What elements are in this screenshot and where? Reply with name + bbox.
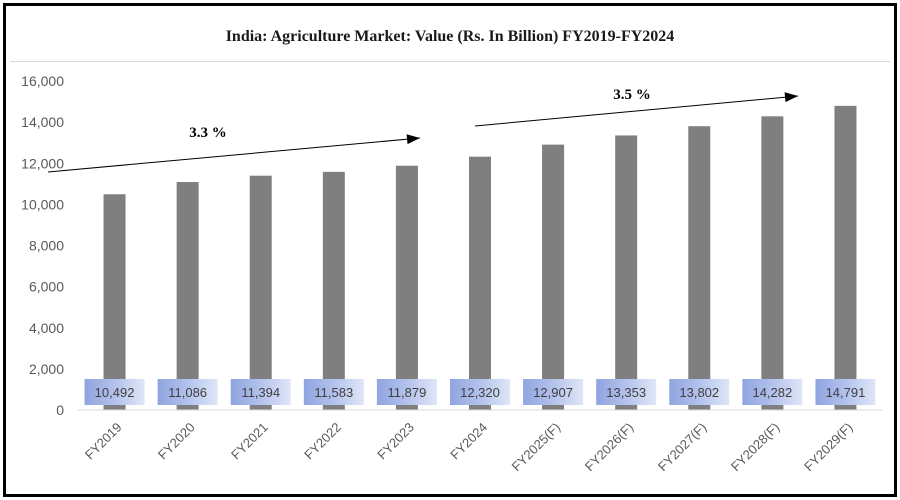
data-label: 12,907	[533, 385, 573, 400]
data-label-box	[376, 379, 437, 405]
data-label-box	[84, 379, 145, 405]
bar	[103, 194, 126, 410]
x-tick-label: FY2027(F)	[655, 420, 710, 475]
bar	[249, 175, 272, 410]
chart-title: India: Agriculture Market: Value (Rs. In…	[225, 28, 675, 45]
x-tick-label: FY2021	[228, 420, 271, 463]
data-label: 13,353	[606, 385, 646, 400]
data-label: 13,802	[679, 385, 719, 400]
x-tick-label: FY2025(F)	[509, 420, 564, 475]
x-tick-label: FY2022	[301, 420, 344, 463]
bar	[615, 135, 638, 410]
y-axis: 0 2,000 4,000 6,000 8,000 10,000 12,000 14,000 1…	[21, 73, 64, 418]
y-tick-label: 14,000	[21, 114, 64, 130]
y-tick-label: 2,000	[29, 361, 64, 377]
y-tick-label: 16,000	[21, 73, 64, 89]
growth-arrow-line	[47, 137, 421, 173]
bar	[834, 105, 857, 411]
data-label-box	[742, 379, 803, 405]
x-tick-label: FY2026(F)	[582, 420, 637, 475]
y-tick-label: 12,000	[21, 155, 64, 171]
x-tick-label: FY2029(F)	[801, 420, 856, 475]
bar	[322, 171, 345, 410]
growth-rate-label: 3.5 %	[613, 87, 651, 103]
bar	[542, 144, 565, 411]
data-label-box	[303, 379, 364, 405]
bar	[761, 116, 784, 410]
x-tick-label: FY2023	[374, 420, 417, 463]
data-label: 10,492	[95, 385, 135, 400]
growth-annotations: 3.3 % 3.5 %	[47, 87, 799, 173]
x-axis: FY2019 FY2020 FY2021 FY2022 FY2023 FY2024 FY20…	[78, 409, 882, 475]
data-label: 12,320	[460, 385, 500, 400]
y-tick-label: 8,000	[29, 238, 64, 254]
x-tick-label: FY2024	[447, 420, 490, 463]
growth-arrow-line	[474, 95, 799, 127]
chart-frame: India: Agriculture Market: Value (Rs. In…	[3, 3, 897, 497]
data-label: 11,879	[388, 385, 427, 400]
data-label: 14,791	[826, 385, 866, 400]
data-label-box	[815, 379, 876, 405]
data-label: 14,282	[752, 385, 792, 400]
y-tick-label: 4,000	[29, 320, 64, 336]
growth-rate-label: 3.3 %	[189, 125, 227, 141]
x-tick-label: FY2019	[82, 420, 125, 463]
growth-arrow-head	[784, 92, 798, 103]
data-label-box	[523, 379, 584, 405]
y-tick-label: 0	[56, 402, 64, 418]
y-tick-label: 10,000	[21, 196, 64, 212]
growth-arrow-head	[406, 134, 420, 145]
data-label-box	[157, 379, 218, 405]
bar	[176, 182, 199, 410]
x-tick-label: FY2020	[155, 420, 198, 463]
data-label: 11,086	[168, 385, 207, 400]
bar	[469, 156, 491, 410]
bars: 10,492 11,086 11,394 11,583 11,879 12,320 12,9…	[84, 105, 876, 411]
data-label-box	[450, 379, 510, 405]
x-tick-label: FY2028(F)	[728, 420, 783, 475]
data-label-box	[596, 379, 657, 405]
bar	[395, 165, 418, 410]
data-label: 11,394	[241, 385, 280, 400]
data-label-box	[230, 379, 291, 405]
y-tick-label: 6,000	[29, 279, 64, 295]
data-label-box	[669, 379, 730, 405]
title-divider	[10, 61, 890, 62]
data-label: 11,583	[314, 385, 353, 400]
bar	[688, 126, 711, 410]
